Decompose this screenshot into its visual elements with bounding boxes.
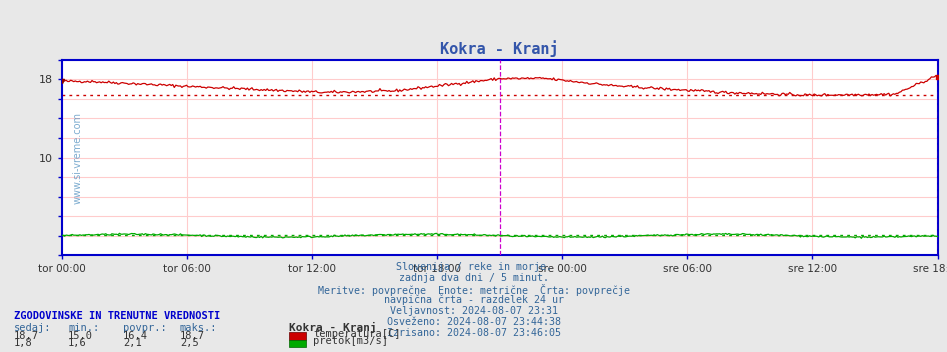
Text: maks.:: maks.: <box>180 323 218 333</box>
Text: 16,4: 16,4 <box>123 331 148 341</box>
Text: 2,1: 2,1 <box>123 338 142 348</box>
Text: temperatura[C]: temperatura[C] <box>313 328 401 339</box>
Text: www.si-vreme.com: www.si-vreme.com <box>72 112 82 203</box>
Title: Kokra - Kranj: Kokra - Kranj <box>440 40 559 57</box>
Text: Kokra - Kranj: Kokra - Kranj <box>289 322 377 333</box>
Text: 1,6: 1,6 <box>68 338 87 348</box>
Text: 18,7: 18,7 <box>180 331 205 341</box>
Text: ZGODOVINSKE IN TRENUTNE VREDNOSTI: ZGODOVINSKE IN TRENUTNE VREDNOSTI <box>14 310 221 321</box>
Text: 15,0: 15,0 <box>68 331 93 341</box>
Text: 2,5: 2,5 <box>180 338 199 348</box>
Text: Osveženo: 2024-08-07 23:44:38: Osveženo: 2024-08-07 23:44:38 <box>386 317 561 327</box>
Text: Meritve: povprečne  Enote: metrične  Črta: povprečje: Meritve: povprečne Enote: metrične Črta:… <box>317 284 630 296</box>
Text: sedaj:: sedaj: <box>14 323 52 333</box>
Text: povpr.:: povpr.: <box>123 323 167 333</box>
Text: Izrisano: 2024-08-07 23:46:05: Izrisano: 2024-08-07 23:46:05 <box>386 328 561 338</box>
Text: 18,7: 18,7 <box>14 331 39 341</box>
Text: navpična črta - razdelek 24 ur: navpična črta - razdelek 24 ur <box>384 295 563 306</box>
Text: zadnja dva dni / 5 minut.: zadnja dva dni / 5 minut. <box>399 273 548 283</box>
Text: pretok[m3/s]: pretok[m3/s] <box>313 336 388 346</box>
Text: 1,8: 1,8 <box>14 338 33 348</box>
Text: Slovenija / reke in morje.: Slovenija / reke in morje. <box>396 262 551 272</box>
Text: Veljavnost: 2024-08-07 23:31: Veljavnost: 2024-08-07 23:31 <box>389 306 558 316</box>
Text: min.:: min.: <box>68 323 99 333</box>
